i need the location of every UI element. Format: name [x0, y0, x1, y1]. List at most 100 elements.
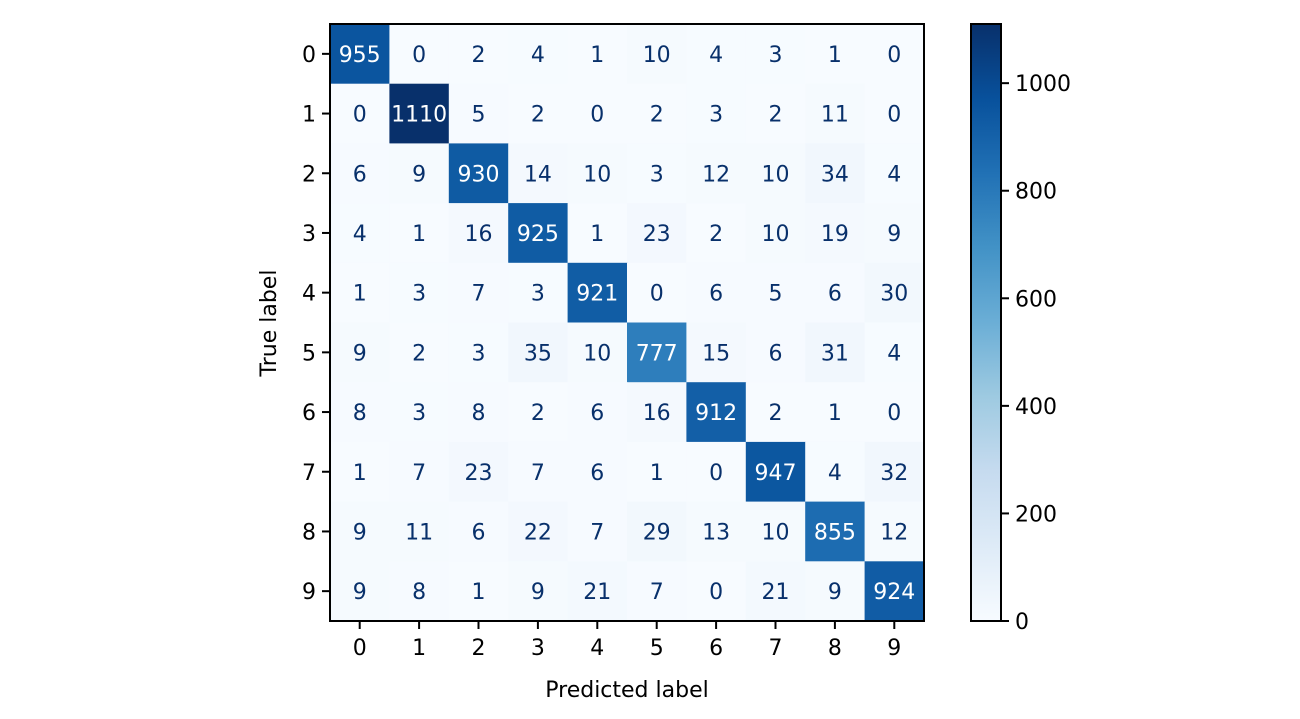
cell-value-label: 8: [353, 401, 367, 426]
cell-value-label: 0: [887, 43, 901, 68]
heatmap-cell: [330, 203, 390, 264]
cell-value-label: 5: [472, 103, 486, 128]
heatmap-cell: [864, 83, 925, 144]
heatmap-cell: [330, 561, 390, 622]
heatmap-cell: [448, 501, 509, 562]
cell-value-label: 30: [880, 282, 908, 307]
heatmap-cell: [627, 561, 687, 622]
heatmap-cell: [448, 382, 509, 443]
heatmap-cell: [805, 441, 866, 503]
cell-value-label: 16: [643, 401, 671, 426]
x-tick-label: 8: [828, 636, 842, 661]
heatmap-cell: [567, 322, 628, 383]
heatmap-cell: [745, 24, 806, 85]
cell-value-label: 1: [828, 401, 842, 426]
cell-value-label: 2: [709, 222, 723, 247]
heatmap-cell: [448, 561, 509, 622]
cell-value-label: 7: [650, 580, 664, 605]
cell-value-label: 3: [472, 341, 486, 366]
cell-value-label: 6: [472, 520, 486, 545]
y-tick-label: 5: [302, 341, 316, 366]
cell-value-label: 4: [887, 341, 901, 366]
heatmap-cell: [330, 382, 390, 443]
cell-value-label: 21: [583, 580, 611, 605]
cell-value-label: 3: [769, 43, 783, 68]
heatmap-cell: [330, 83, 390, 144]
heatmap-cell: [627, 262, 687, 323]
cell-value-label: 5: [769, 282, 783, 307]
heatmap-cell: [864, 24, 925, 85]
heatmap-cell: [567, 83, 628, 144]
heatmap-cell: [567, 382, 628, 443]
cell-value-label: 2: [531, 103, 545, 128]
cell-value-label: 34: [821, 162, 849, 187]
cell-value-label: 0: [887, 401, 901, 426]
heatmap-cell: [508, 501, 569, 562]
x-axis-ticks: 0 1 2 3 4 5 6 7 8 9: [353, 621, 901, 661]
heatmap-cell: [745, 561, 806, 622]
heatmap-cell: [686, 561, 747, 622]
cell-value-label: 947: [755, 461, 797, 486]
heatmap-cell: [389, 143, 450, 204]
colorbar-tick-label: 400: [1015, 395, 1057, 420]
heatmap-cell: [627, 441, 687, 503]
cell-value-label: 10: [762, 162, 790, 187]
heatmap-cell: [448, 262, 509, 323]
heatmap-cell: [864, 262, 925, 323]
cell-value-label: 0: [590, 103, 604, 128]
cell-value-label: 9: [531, 580, 545, 605]
cell-value-label: 29: [643, 520, 671, 545]
x-tick-label: 9: [887, 636, 901, 661]
heatmap-cell: [508, 83, 569, 144]
heatmap-cell: [686, 441, 747, 503]
heatmap-cell: [627, 501, 687, 562]
heatmap-cell: [389, 501, 450, 562]
cell-value-label: 22: [524, 520, 552, 545]
heatmap-cell: [448, 24, 509, 85]
cell-value-label: 10: [643, 43, 671, 68]
heatmap-cell: [448, 441, 509, 503]
heatmap-cell: [448, 322, 509, 383]
heatmap-cell: [864, 561, 925, 622]
heatmap-cell: [686, 83, 747, 144]
heatmap-cell: [805, 83, 866, 144]
x-axis-label: Predicted label: [545, 678, 708, 703]
cell-value-label: 6: [709, 282, 723, 307]
heatmap-cell: [389, 83, 450, 144]
heatmap-cell: [745, 501, 806, 562]
cell-value-label: 7: [590, 520, 604, 545]
y-tick-label: 1: [302, 103, 316, 128]
heatmap-cell: [864, 322, 925, 383]
heatmap-cell: [330, 262, 390, 323]
colorbar-ticks: 0 200 400 600 800 1000: [1001, 72, 1071, 635]
heatmap-cell: [389, 322, 450, 383]
cell-value-label: 16: [465, 222, 493, 247]
cell-value-label: 31: [821, 341, 849, 366]
heatmap-cell: [627, 322, 687, 383]
heatmap-cell: [805, 143, 866, 204]
heatmap-cell: [864, 143, 925, 204]
cell-value-label: 8: [472, 401, 486, 426]
cell-value-label: 0: [353, 103, 367, 128]
heatmap-cell: [567, 441, 628, 503]
cell-value-label: 9: [353, 580, 367, 605]
y-tick-label: 7: [302, 461, 316, 486]
heatmap-cell: [567, 203, 628, 264]
heatmap-cell: [567, 262, 628, 323]
x-tick-label: 5: [650, 636, 664, 661]
cell-value-label: 1: [590, 43, 604, 68]
cell-value-label: 23: [643, 222, 671, 247]
cell-value-label: 930: [458, 162, 500, 187]
heatmap-cell: [389, 203, 450, 264]
cell-value-label: 2: [650, 103, 664, 128]
colorbar: [970, 23, 1002, 622]
x-tick-label: 3: [531, 636, 545, 661]
heatmap-cell: [389, 382, 450, 443]
cell-value-label: 11: [821, 103, 849, 128]
heatmap-cell: [389, 441, 450, 503]
cell-value-label: 11: [405, 520, 433, 545]
heatmap-cell: [805, 262, 866, 323]
cell-value-label: 10: [762, 520, 790, 545]
heatmap-cell: [686, 24, 747, 85]
heatmap-cell: [805, 322, 866, 383]
